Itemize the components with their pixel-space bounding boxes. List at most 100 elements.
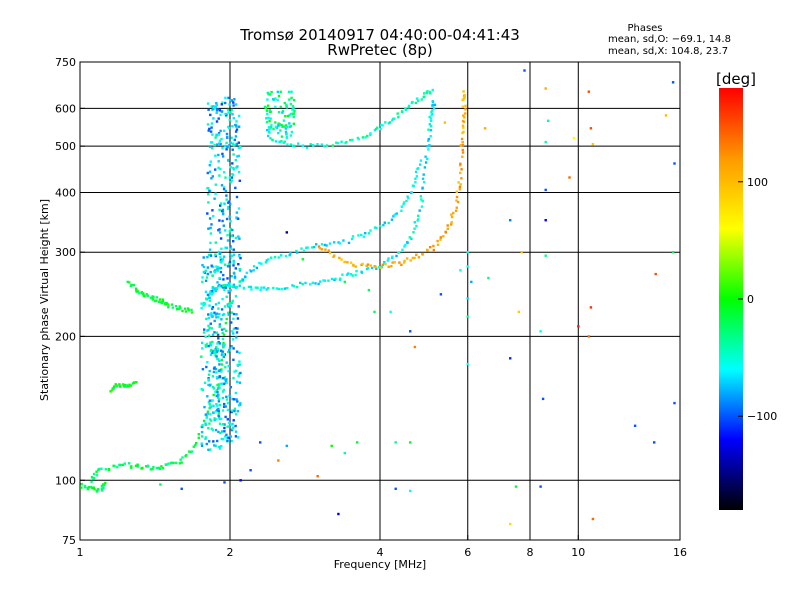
spread-point (289, 112, 293, 116)
trace-point (195, 441, 198, 445)
spread-point (231, 148, 234, 151)
trace-point (412, 231, 415, 234)
spread-point (237, 141, 240, 144)
scatter-point (544, 87, 547, 90)
trace-point (275, 287, 278, 290)
spread-point (286, 125, 289, 129)
trace-point (375, 226, 378, 230)
trace-point (386, 259, 389, 262)
trace-point (131, 382, 135, 385)
trace-point (378, 266, 381, 269)
spread-point (281, 125, 284, 128)
trace-point (464, 112, 467, 115)
trace-point (126, 280, 129, 284)
spread-point (227, 350, 230, 354)
spread-point (200, 430, 204, 434)
spread-point (230, 275, 233, 278)
trace-point (400, 209, 403, 212)
spread-point (220, 370, 223, 373)
trace-point (463, 116, 466, 119)
spread-point (234, 103, 238, 106)
trace-point (391, 119, 394, 122)
spread-point (216, 408, 219, 412)
spread-point (211, 175, 214, 178)
y-axis-label: Stationary phase Virtual Height [km] (38, 199, 51, 401)
trace-point (283, 287, 287, 290)
spread-point (229, 180, 233, 184)
trace-point (123, 383, 127, 387)
trace-point (204, 423, 207, 426)
scatter-point (443, 121, 447, 124)
trace-point (401, 248, 404, 251)
scatter-point (159, 483, 162, 486)
trace-point (138, 292, 141, 295)
trace-point (186, 307, 190, 310)
trace-point (461, 151, 465, 154)
trace-point (404, 108, 408, 112)
trace-point (241, 279, 245, 283)
spread-point (213, 444, 216, 447)
spread-point (226, 303, 229, 306)
spread-point (208, 299, 211, 302)
spread-point (289, 102, 293, 106)
trace-point (220, 363, 224, 366)
spread-point (223, 186, 226, 189)
trace-point (455, 190, 458, 193)
spread-point (210, 327, 214, 330)
trace-point (146, 294, 149, 297)
trace-point (422, 173, 425, 176)
spread-point (229, 202, 232, 206)
scatter-point (249, 469, 252, 472)
spread-point (228, 394, 231, 397)
trace-point (252, 269, 255, 272)
trace-point (450, 221, 453, 224)
trace-point (463, 94, 466, 97)
spread-point (291, 112, 294, 115)
spread-point (214, 154, 217, 157)
trace-point (395, 254, 398, 258)
scatter-point (673, 401, 676, 405)
spread-point (202, 331, 206, 334)
spread-point (229, 166, 232, 169)
trace-point (421, 200, 424, 203)
trace-point (379, 266, 383, 269)
spread-point (268, 110, 272, 113)
spread-point (233, 275, 237, 278)
trace-point (403, 261, 406, 264)
spread-point (227, 205, 230, 209)
spread-point (203, 381, 207, 384)
trace-point (170, 303, 174, 306)
spread-point (238, 280, 241, 283)
trace-point (119, 463, 122, 467)
colorbar-label: [deg] (716, 70, 756, 88)
x-tick-label: 8 (527, 546, 534, 559)
spread-point (288, 122, 291, 125)
spread-point (232, 312, 236, 316)
spread-point (222, 224, 225, 227)
scatter-point (356, 441, 359, 444)
trace-point (427, 137, 431, 141)
spread-point (208, 369, 211, 373)
spread-point (216, 269, 219, 272)
spread-point (207, 129, 210, 132)
trace-point (429, 92, 432, 95)
trace-point (419, 159, 423, 162)
trace-point (388, 121, 392, 124)
spread-point (235, 398, 238, 401)
trace-point (177, 307, 180, 311)
spread-point (216, 396, 220, 399)
spread-point (236, 380, 239, 383)
spread-point (210, 427, 213, 430)
trace-point (360, 271, 364, 274)
trace-point (325, 144, 329, 147)
trace-point (225, 284, 228, 287)
spread-point (204, 344, 207, 347)
trace-point (420, 205, 424, 208)
spread-point (223, 129, 226, 132)
scatter-point (409, 330, 412, 333)
spread-point (208, 127, 211, 131)
trace-point (95, 470, 98, 473)
spread-point (213, 197, 216, 200)
spread-point (226, 146, 229, 149)
spread-point (232, 426, 235, 429)
